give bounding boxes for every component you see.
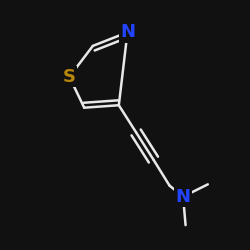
Text: S: S	[63, 68, 76, 86]
Text: N: N	[176, 188, 190, 206]
Text: N: N	[120, 23, 135, 41]
